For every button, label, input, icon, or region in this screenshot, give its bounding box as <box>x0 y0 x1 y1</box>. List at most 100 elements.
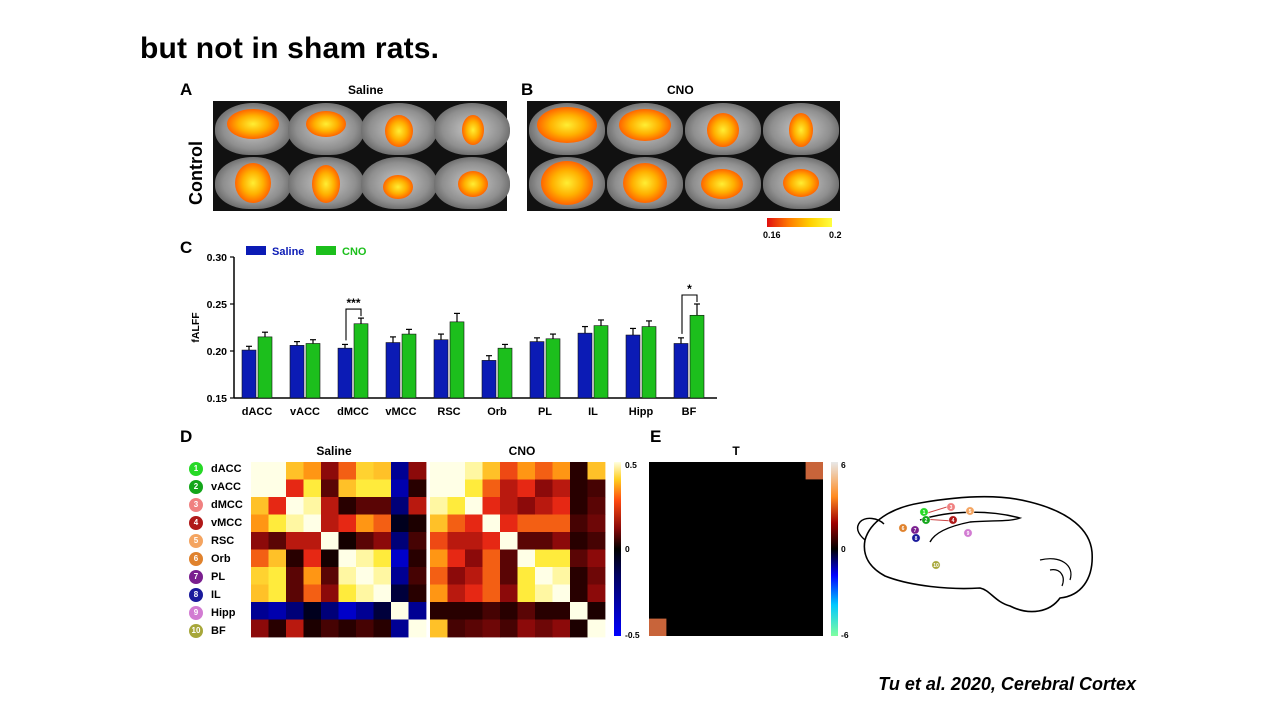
heat-cell <box>251 479 269 498</box>
x-tick-label: dACC <box>242 406 273 418</box>
brain-slice <box>361 157 437 209</box>
heat-cell <box>570 479 588 498</box>
heat-cell <box>482 549 501 568</box>
brain-slice <box>685 103 761 155</box>
heat-cell <box>268 532 287 550</box>
heat-cell <box>570 462 588 480</box>
bar-saline-dacc <box>241 349 257 399</box>
heat-cell <box>391 532 409 550</box>
brain-sagittal-diagram: 1 2 3 4 5 6 7 8 9 10 <box>856 496 1093 613</box>
heat-cell <box>391 584 409 603</box>
heat-cell <box>373 514 392 533</box>
heat-cell <box>500 584 518 603</box>
heat-cell <box>500 532 518 550</box>
x-tick-label: BF <box>682 406 697 418</box>
colorbar-ab <box>767 218 832 227</box>
heat-cell <box>321 549 339 568</box>
brain-slice <box>434 103 510 155</box>
bar-saline-vacc <box>289 345 305 399</box>
panel-a-title: Saline <box>348 83 384 97</box>
brain-slices-cno <box>527 101 840 211</box>
heat-cell <box>465 567 483 585</box>
region-number-badge: 6 <box>189 552 203 566</box>
region-label: vACC <box>211 481 241 493</box>
heat-cell <box>373 619 392 638</box>
heat-cell <box>500 619 518 638</box>
heat-cell <box>321 479 339 498</box>
heat-cell <box>465 584 483 603</box>
region-marker-number: 5 <box>969 509 972 515</box>
heat-cell <box>552 497 571 515</box>
colorbar-e <box>831 462 838 636</box>
corpus-callosum <box>919 511 1023 543</box>
bar-cno-bf <box>689 314 705 399</box>
heat-cell <box>447 567 466 585</box>
bar-saline-dmcc <box>337 347 353 399</box>
heat-cell <box>535 532 553 550</box>
colorbar-ab-min: 0.16 <box>763 230 781 240</box>
heat-cell <box>356 584 374 603</box>
bar-saline-il <box>577 332 593 399</box>
heat-cell <box>251 584 269 603</box>
heat-cell <box>465 514 483 533</box>
heat-cell <box>535 619 553 638</box>
heat-cell <box>430 514 448 533</box>
heat-cell <box>373 479 392 498</box>
heat-cell <box>408 549 427 568</box>
heat-cell <box>500 479 518 498</box>
heat-cell <box>447 532 466 550</box>
heat-cell <box>356 619 374 638</box>
heat-cell <box>408 532 427 550</box>
heatmap-cno: CNO <box>430 444 606 638</box>
colorbar-d <box>614 462 621 636</box>
heat-cell <box>570 619 588 638</box>
x-tick-label: RSC <box>437 406 460 418</box>
heat-cell <box>500 514 518 533</box>
brain-outline <box>863 496 1093 613</box>
region-label: RSC <box>211 535 235 547</box>
heat-cell <box>500 497 518 515</box>
heat-cell <box>303 584 322 603</box>
heat-cell <box>321 602 339 620</box>
heat-cell <box>303 567 322 585</box>
heatmap-cno-title: CNO <box>509 444 536 458</box>
heat-cell <box>570 514 588 533</box>
heat-cell <box>391 462 409 480</box>
heat-cell <box>251 619 269 638</box>
region-number-badge: 8 <box>189 588 203 602</box>
heatmap-t-title: T <box>732 444 740 458</box>
heat-cell <box>482 497 501 515</box>
heat-cell <box>338 479 357 498</box>
heat-cell <box>356 479 374 498</box>
region-marker <box>965 506 975 516</box>
heat-cell <box>517 567 536 585</box>
heat-cell <box>373 584 392 603</box>
heat-cell <box>465 532 483 550</box>
heat-cell <box>373 549 392 568</box>
heat-cell <box>391 479 409 498</box>
heat-cell <box>391 514 409 533</box>
heat-cell <box>251 497 269 515</box>
region-marker-number: 2 <box>925 518 928 524</box>
heat-cell <box>447 602 466 620</box>
heat-cell <box>500 462 518 480</box>
heat-cell <box>321 514 339 533</box>
heat-cell <box>356 602 374 620</box>
heat-cell <box>482 602 501 620</box>
heat-cell <box>321 497 339 515</box>
heat-cell <box>373 497 392 515</box>
heat-cell <box>286 602 304 620</box>
significance-bracket <box>345 308 362 341</box>
heat-cell <box>570 532 588 550</box>
significance-label: *** <box>346 296 360 310</box>
region-label: Hipp <box>211 607 236 619</box>
heat-cell <box>570 497 588 515</box>
region-marker <box>948 515 958 525</box>
heat-cell <box>373 567 392 585</box>
heat-cell <box>268 567 287 585</box>
heat-cell <box>500 602 518 620</box>
brain-slice <box>763 103 839 155</box>
slide-title: but not in sham rats. <box>140 32 440 65</box>
bar-cno-hipp <box>641 326 657 399</box>
